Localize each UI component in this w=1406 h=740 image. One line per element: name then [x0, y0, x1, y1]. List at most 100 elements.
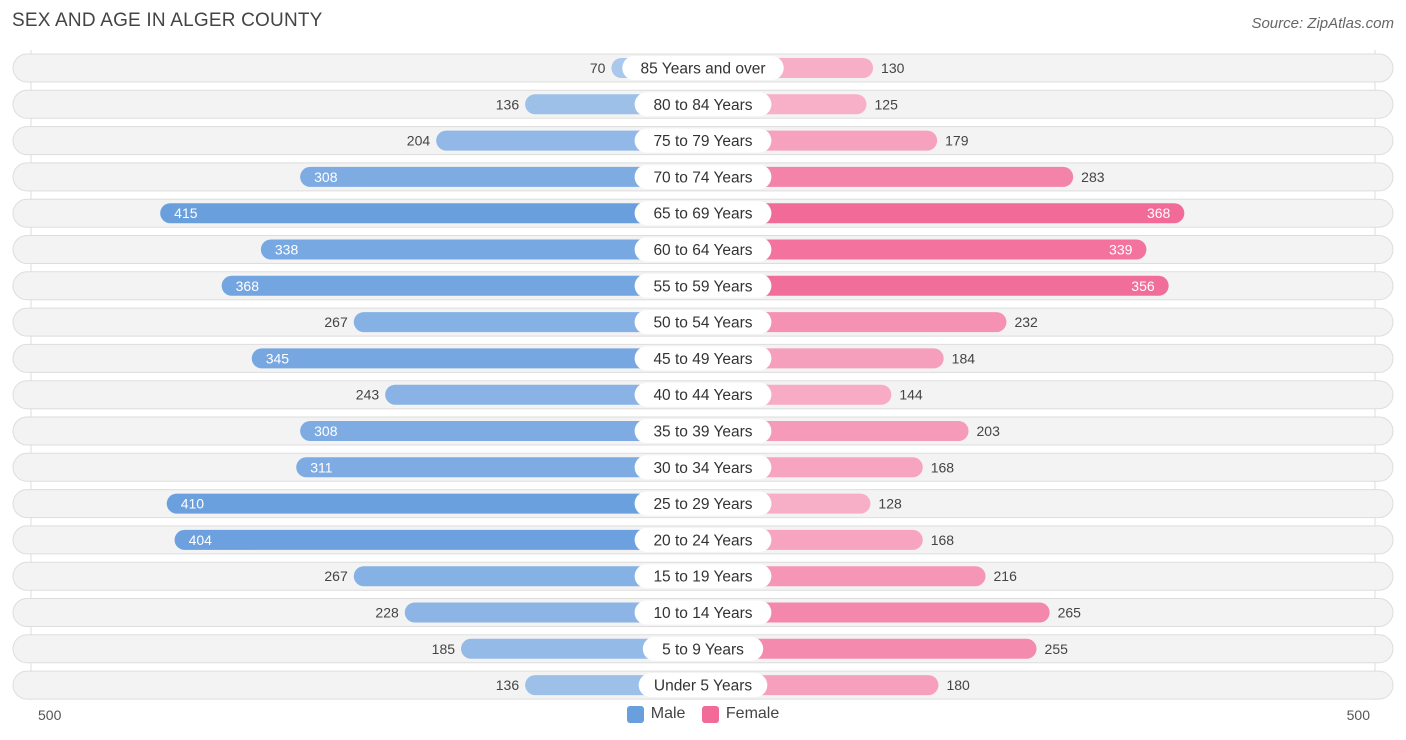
male-bar	[260, 239, 703, 260]
category-label-pill	[634, 382, 772, 407]
category-label-pill	[634, 491, 772, 516]
female-value-label: 184	[952, 350, 976, 366]
female-value-label: 130	[881, 60, 905, 76]
category-label-pill	[622, 56, 784, 80]
legend: Male Female	[0, 705, 1406, 728]
axis-left-label: 500	[38, 707, 62, 723]
category-label: 35 to 39 Years	[653, 424, 752, 441]
category-label: 50 to 54 Years	[653, 315, 752, 332]
female-value-label: 265	[1058, 605, 1082, 621]
category-label: 45 to 49 Years	[653, 351, 752, 368]
male-value-label: 267	[324, 568, 348, 584]
female-value-label: 255	[1045, 641, 1069, 657]
female-bar	[703, 275, 1169, 296]
male-value-label: 368	[236, 278, 260, 294]
category-label-pill	[634, 164, 772, 189]
male-bar	[160, 203, 703, 224]
male-value-label: 415	[174, 205, 198, 221]
female-value-label: 180	[946, 677, 970, 693]
category-label: Under 5 Years	[654, 678, 752, 695]
male-bar	[221, 275, 703, 296]
category-label-pill	[634, 201, 772, 226]
category-label-pill	[634, 128, 772, 153]
male-value-label: 243	[356, 387, 380, 403]
male-value-label: 404	[189, 532, 213, 548]
female-value-label: 144	[899, 387, 923, 403]
female-bar	[703, 312, 1007, 333]
female-bar	[703, 239, 1147, 260]
female-value-label: 216	[994, 568, 1018, 584]
category-label: 20 to 24 Years	[653, 532, 752, 549]
male-bar	[461, 638, 703, 659]
category-label: 5 to 9 Years	[662, 641, 744, 658]
male-bar	[251, 348, 704, 369]
population-pyramid-chart: 70 130 85 Years and over 136 125 80 to 84 Yea…	[12, 50, 1394, 700]
male-value-label: 338	[275, 242, 299, 258]
female-value-label: 283	[1081, 169, 1105, 185]
female-value-label: 168	[931, 459, 955, 475]
category-label: 70 to 74 Years	[653, 169, 752, 186]
female-bar	[703, 638, 1037, 659]
male-value-label: 308	[314, 169, 338, 185]
male-value-label: 228	[375, 605, 399, 621]
male-value-label: 136	[496, 677, 520, 693]
category-label-pill	[634, 527, 772, 552]
male-bar	[353, 566, 703, 587]
category-label: 60 to 64 Years	[653, 242, 752, 259]
female-value-label: 356	[1131, 278, 1155, 294]
male-value-label: 267	[324, 314, 348, 330]
female-value-label: 168	[931, 532, 955, 548]
legend-item-female[interactable]: Female	[701, 705, 780, 723]
category-label: 55 to 59 Years	[653, 278, 752, 295]
male-value-label: 185	[432, 641, 456, 657]
category-label-pill	[634, 237, 772, 262]
female-bar	[703, 203, 1185, 224]
male-bar	[404, 602, 703, 623]
category-label-pill	[634, 92, 772, 117]
male-swatch	[626, 705, 644, 723]
category-label-pill	[634, 310, 772, 335]
male-bar	[385, 384, 703, 405]
male-value-label: 70	[590, 60, 606, 76]
female-value-label: 339	[1109, 242, 1133, 258]
male-value-label: 311	[310, 459, 333, 475]
female-value-label: 232	[1014, 314, 1038, 330]
male-bar	[353, 312, 703, 333]
category-label: 25 to 29 Years	[653, 496, 752, 513]
category-label: 10 to 14 Years	[653, 605, 752, 622]
male-value-label: 308	[314, 423, 338, 439]
male-value-label: 410	[181, 496, 205, 512]
category-label-pill	[634, 564, 772, 589]
male-value-label: 345	[266, 350, 290, 366]
category-label-pill	[634, 273, 772, 298]
female-value-label: 125	[875, 96, 899, 112]
legend-male-label: Male	[650, 705, 686, 722]
male-bar	[300, 166, 703, 187]
category-label: 30 to 34 Years	[653, 460, 752, 477]
female-bar	[703, 166, 1074, 187]
axis-right-label: 500	[1346, 707, 1370, 723]
male-bar	[300, 421, 703, 441]
legend-female-label: Female	[725, 705, 780, 722]
female-value-label: 179	[945, 133, 969, 149]
category-label: 65 to 69 Years	[653, 206, 752, 223]
category-label: 75 to 79 Years	[653, 133, 752, 150]
female-value-label: 128	[878, 496, 902, 512]
male-value-label: 136	[496, 96, 520, 112]
chart-title: SEX AND AGE IN ALGER COUNTY	[12, 10, 323, 31]
female-value-label: 203	[977, 423, 1001, 439]
female-swatch	[701, 705, 719, 723]
category-label-pill	[634, 346, 772, 371]
category-label-pill	[642, 636, 764, 661]
category-label-pill	[634, 455, 772, 480]
legend-item-male[interactable]: Male	[626, 705, 686, 723]
category-label: 40 to 44 Years	[653, 387, 752, 404]
category-label-pill	[634, 419, 772, 443]
female-value-label: 368	[1147, 205, 1171, 221]
male-bar	[174, 529, 703, 550]
category-label: 15 to 19 Years	[653, 569, 752, 586]
category-label-pill	[634, 600, 772, 625]
male-value-label: 204	[407, 133, 431, 149]
female-bar	[703, 566, 986, 587]
category-label: 85 Years and over	[641, 61, 766, 78]
